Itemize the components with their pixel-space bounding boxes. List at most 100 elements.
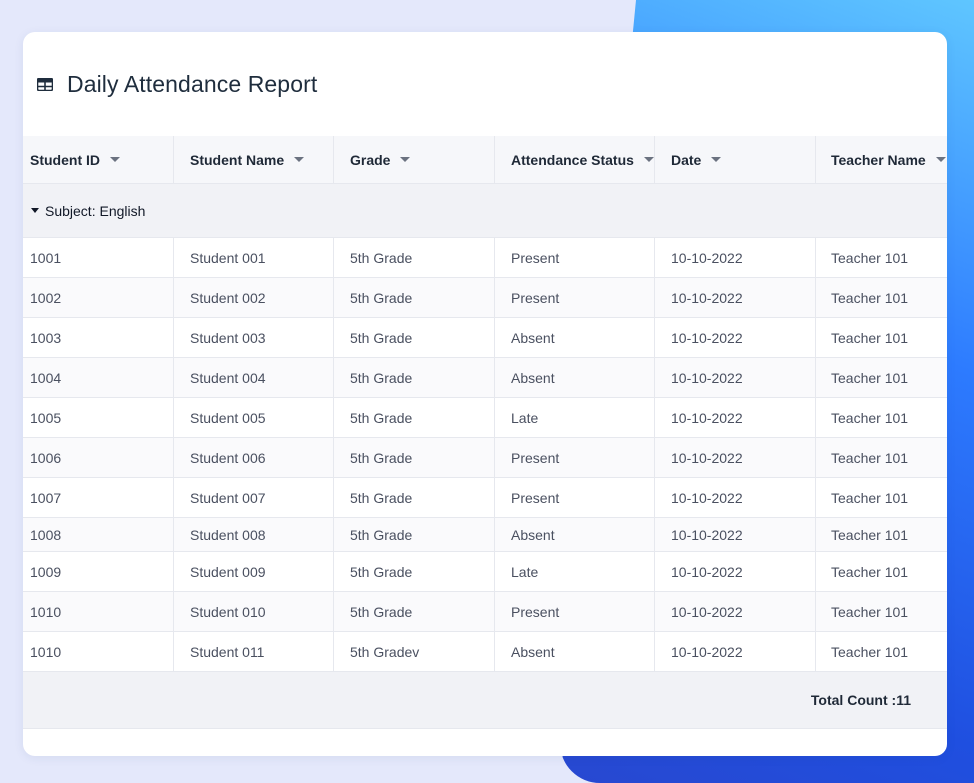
cell-teacher-name: Teacher 101 [831, 563, 909, 580]
cell-student-name: Student 011 [174, 632, 334, 671]
cell-student-id: 1008 [23, 518, 174, 551]
table-row[interactable]: 1010 Student 010 5th Grade Present 10-10-202… [23, 592, 947, 632]
cell-grade: 5th Grade [334, 592, 495, 631]
cell-teacher-name: Teacher 101 [831, 289, 909, 306]
cell-teacher-name: Teacher 101 [831, 489, 909, 506]
cell-teacher-name: Teacher 101 [831, 369, 909, 386]
cell-grade: 5th Grade [334, 318, 495, 357]
report-header: Daily Attendance Report [23, 32, 947, 136]
cell-student-id: 1010 [23, 632, 174, 671]
cell-date: 10-10-2022 [655, 278, 816, 317]
table-icon [36, 77, 54, 91]
report-card: Daily Attendance Report Student ID Stude… [23, 32, 947, 756]
cell-student-id: 1009 [23, 552, 174, 591]
cell-grade: 5th Grade [334, 278, 495, 317]
cell-attendance-status: Absent [495, 318, 655, 357]
column-header-label: Attendance Status [511, 151, 634, 168]
cell-student-id: 1006 [23, 438, 174, 477]
cell-student-id: 1005 [23, 398, 174, 437]
cell-attendance-status: Absent [495, 518, 655, 551]
cell-teacher-name: Teacher 101 [831, 249, 909, 266]
table-row[interactable]: 1004 Student 004 5th Grade Absent 10-10-2022… [23, 358, 947, 398]
cell-teacher-name: Teacher 101 [831, 409, 909, 426]
cell-attendance-status: Present [495, 478, 655, 517]
cell-student-id: 1003 [23, 318, 174, 357]
cell-student-id: 1002 [23, 278, 174, 317]
table-row[interactable]: 1002 Student 002 5th Grade Present 10-10-202… [23, 278, 947, 318]
cell-date: 10-10-2022 [655, 438, 816, 477]
cell-date: 10-10-2022 [655, 318, 816, 357]
column-header-label: Student ID [30, 151, 100, 168]
cell-attendance-status: Present [495, 592, 655, 631]
cell-grade: 5th Grade [334, 238, 495, 277]
cell-teacher-name: Teacher 101 [831, 643, 909, 660]
sort-caret-icon[interactable] [400, 157, 411, 162]
cell-date: 10-10-2022 [655, 398, 816, 437]
cell-teacher-name: Teacher 101 [831, 603, 909, 620]
column-header-label: Student Name [190, 151, 285, 168]
cell-student-id: 1010 [23, 592, 174, 631]
cell-attendance-status: Present [495, 438, 655, 477]
column-header-label: Date [671, 151, 702, 168]
cell-date: 10-10-2022 [655, 518, 816, 551]
caret-down-icon[interactable] [31, 208, 39, 213]
column-header-student-name[interactable]: Student Name [174, 136, 334, 183]
cell-date: 10-10-2022 [655, 478, 816, 517]
cell-date: 10-10-2022 [655, 552, 816, 591]
attendance-grid: Student ID Student Name Grade Attendance… [23, 136, 947, 729]
cell-attendance-status: Present [495, 238, 655, 277]
table-row[interactable]: 1006 Student 006 5th Grade Present 10-10-202… [23, 438, 947, 478]
table-footer: Total Count :11 [23, 672, 947, 729]
table-row[interactable]: 1010 Student 011 5th Gradev Absent 10-10-202… [23, 632, 947, 672]
cell-teacher-name: Teacher 101 [831, 526, 909, 543]
cell-student-name: Student 004 [174, 358, 334, 397]
cell-student-name: Student 010 [174, 592, 334, 631]
table-row[interactable]: 1003 Student 003 5th Grade Absent 10-10-2022… [23, 318, 947, 358]
cell-grade: 5th Gradev [334, 632, 495, 671]
cell-student-name: Student 006 [174, 438, 334, 477]
table-body: 1001 Student 001 5th Grade Present 10-10-202… [23, 238, 947, 672]
table-row[interactable]: 1008 Student 008 5th Grade Absent 10-10-2022… [23, 518, 947, 552]
sort-caret-icon[interactable] [294, 157, 305, 162]
column-header-grade[interactable]: Grade [334, 136, 495, 183]
cell-teacher-name: Teacher 101 [831, 449, 909, 466]
group-row-subject[interactable]: Subject: English [23, 184, 947, 238]
cell-attendance-status: Present [495, 278, 655, 317]
column-header-label: Teacher Name [831, 151, 926, 168]
cell-student-id: 1007 [23, 478, 174, 517]
cell-student-name: Student 005 [174, 398, 334, 437]
cell-student-name: Student 008 [174, 518, 334, 551]
cell-date: 10-10-2022 [655, 592, 816, 631]
total-count: Total Count :11 [810, 692, 911, 708]
cell-student-name: Student 007 [174, 478, 334, 517]
cell-student-id: 1001 [23, 238, 174, 277]
cell-student-name: Student 003 [174, 318, 334, 357]
cell-attendance-status: Absent [495, 632, 655, 671]
cell-grade: 5th Grade [334, 438, 495, 477]
table-row[interactable]: 1007 Student 007 5th Grade Present 10-10-202… [23, 478, 947, 518]
column-header-date[interactable]: Date [655, 136, 816, 183]
sort-caret-icon[interactable] [643, 157, 654, 162]
column-header-label: Grade [350, 151, 391, 168]
sort-caret-icon[interactable] [711, 157, 722, 162]
cell-date: 10-10-2022 [655, 358, 816, 397]
cell-teacher-name: Teacher 101 [831, 329, 909, 346]
table-row[interactable]: 1009 Student 009 5th Grade Late 10-10-2022 Te… [23, 552, 947, 592]
cell-student-name: Student 002 [174, 278, 334, 317]
column-header-student-id[interactable]: Student ID [23, 136, 174, 183]
cell-date: 10-10-2022 [655, 238, 816, 277]
page-title: Daily Attendance Report [67, 70, 318, 97]
cell-grade: 5th Grade [334, 398, 495, 437]
sort-caret-icon[interactable] [110, 157, 120, 162]
cell-attendance-status: Late [495, 552, 655, 591]
sort-caret-icon[interactable] [935, 157, 946, 162]
cell-grade: 5th Grade [334, 478, 495, 517]
cell-grade: 5th Grade [334, 518, 495, 551]
cell-attendance-status: Absent [495, 358, 655, 397]
table-row[interactable]: 1005 Student 005 5th Grade Late 10-10-2022 Te… [23, 398, 947, 438]
table-row[interactable]: 1001 Student 001 5th Grade Present 10-10-202… [23, 238, 947, 278]
column-header-teacher-name[interactable]: Teacher Name [816, 136, 947, 183]
cell-student-name: Student 001 [174, 238, 334, 277]
cell-student-name: Student 009 [174, 552, 334, 591]
column-header-attendance-status[interactable]: Attendance Status [495, 136, 655, 183]
